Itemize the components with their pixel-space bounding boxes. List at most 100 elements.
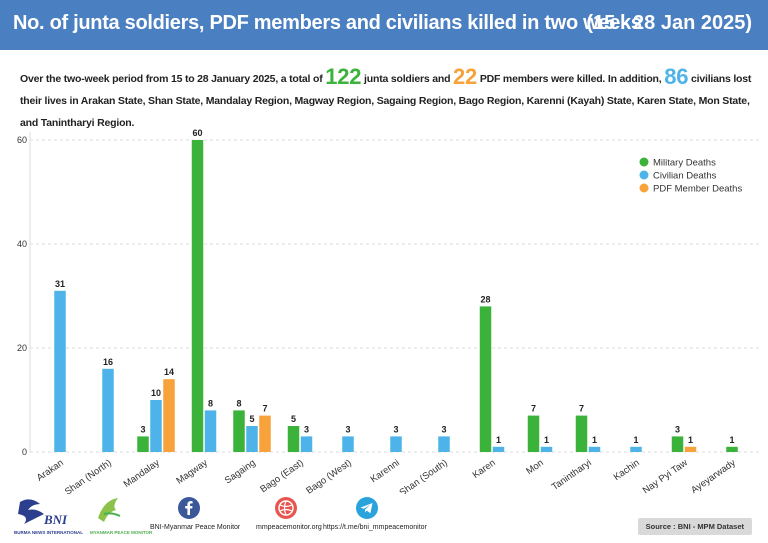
- legend-label: PDF Member Deaths: [653, 184, 742, 195]
- x-tick-label: Mandalay: [122, 457, 162, 490]
- data-label: 31: [55, 279, 65, 289]
- header-banner: No. of junta soldiers, PDF members and c…: [0, 0, 768, 50]
- x-tick-label: Tanintharyi: [550, 457, 594, 492]
- bar-civilian-deaths: [204, 410, 217, 452]
- x-tick-label: Ayeyarwady: [689, 457, 738, 494]
- pdf-total: 22: [453, 64, 478, 89]
- y-tick-label: 0: [22, 447, 27, 457]
- bar-military-deaths: [233, 410, 245, 452]
- bar-civilian-deaths: [438, 436, 450, 452]
- bar-military-deaths: [287, 426, 300, 452]
- website-label[interactable]: mmpeacemonitor.org: [256, 524, 322, 531]
- data-label: 3: [304, 424, 309, 434]
- y-tick-label: 20: [17, 343, 27, 353]
- x-tick-label: Arakan: [35, 457, 66, 483]
- facebook-label[interactable]: BNI-Myanmar Peace Monitor: [150, 524, 241, 531]
- data-label: 1: [592, 435, 597, 445]
- x-tick-label: Bago (West): [304, 457, 353, 494]
- data-label: 3: [441, 424, 446, 434]
- data-label: 8: [236, 398, 241, 408]
- data-label: 16: [103, 357, 113, 367]
- civilian-total: 86: [664, 64, 689, 89]
- bar-pdf-member-deaths: [259, 415, 271, 452]
- y-tick-label: 40: [17, 239, 27, 249]
- telegram-label[interactable]: https://t.me/bni_mmpeacemonitor: [323, 524, 427, 531]
- bni-logo-text: BNI: [43, 512, 68, 527]
- data-label: 7: [531, 404, 536, 414]
- summary-part3: PDF members were killed. In addition,: [479, 73, 662, 85]
- bar-civilian-deaths: [540, 446, 553, 452]
- bar-military-deaths: [191, 140, 204, 452]
- x-tick-label: Karenni: [369, 457, 402, 485]
- data-label: 7: [262, 404, 267, 414]
- date-range: (15 - 28 Jan 2025): [586, 12, 752, 34]
- data-label: 1: [729, 435, 734, 445]
- bar-military-deaths: [671, 436, 684, 452]
- bar-military-deaths: [479, 306, 492, 452]
- legend-marker: [639, 170, 649, 180]
- telegram-icon[interactable]: [355, 496, 379, 520]
- bar-civilian-deaths: [390, 436, 402, 452]
- bar-civilian-deaths: [150, 400, 162, 452]
- x-tick-label: Kachin: [612, 457, 642, 483]
- footer: BNI BURMA NEWS INTERNATIONAL MYANMAR PEA…: [10, 494, 570, 538]
- x-tick-label: Mon: [524, 457, 545, 477]
- data-label: 7: [579, 404, 584, 414]
- bar-pdf-member-deaths: [163, 379, 175, 452]
- data-label: 28: [480, 294, 490, 304]
- data-label: 10: [151, 388, 161, 398]
- x-tick-label: Bago (East): [258, 457, 305, 494]
- legend-marker: [639, 157, 649, 167]
- x-tick-label: Shan (North): [63, 457, 114, 494]
- mpm-subtitle: MYANMAR PEACE MONITOR: [90, 530, 153, 535]
- legend-label: Military Deaths: [653, 158, 716, 169]
- military-total: 122: [325, 64, 362, 89]
- bar-civilian-deaths: [300, 436, 313, 452]
- summary-part2: junta soldiers and: [364, 73, 451, 85]
- bar-civilian-deaths: [342, 436, 354, 452]
- data-label: 3: [393, 424, 398, 434]
- x-tick-label: Nay Pyi Taw: [641, 457, 690, 494]
- bar-civilian-deaths: [492, 446, 505, 452]
- data-label: 8: [208, 398, 213, 408]
- x-tick-label: Shan (South): [398, 457, 450, 494]
- x-tick-label: Karen: [471, 457, 498, 481]
- data-label: 1: [688, 435, 693, 445]
- data-label: 14: [164, 367, 174, 377]
- data-label: 1: [633, 435, 638, 445]
- bar-military-deaths: [726, 446, 738, 452]
- data-label: 5: [249, 414, 254, 424]
- bar-military-deaths: [527, 415, 540, 452]
- mpm-dove-icon: [98, 498, 121, 522]
- summary-part4: civilians lost their lives in Arakan Sta…: [20, 73, 752, 129]
- page-title: No. of junta soldiers, PDF members and c…: [13, 12, 642, 34]
- data-label: 1: [496, 435, 501, 445]
- bar-civilian-deaths: [102, 368, 114, 452]
- bar-pdf-member-deaths: [684, 446, 697, 452]
- data-label: 1: [544, 435, 549, 445]
- legend-label: Civilian Deaths: [653, 171, 717, 182]
- legend-marker: [639, 183, 649, 193]
- facebook-icon[interactable]: [177, 496, 201, 520]
- source-badge: Source : BNI - MPM Dataset: [637, 518, 752, 535]
- summary-text: Over the two-week period from 15 to 28 J…: [20, 66, 760, 134]
- bar-civilian-deaths: [246, 426, 258, 452]
- y-tick-label: 60: [17, 135, 27, 145]
- summary-part1: Over the two-week period from 15 to 28 J…: [20, 73, 323, 85]
- bni-subtitle: BURMA NEWS INTERNATIONAL: [14, 530, 83, 535]
- bar-civilian-deaths: [630, 446, 642, 452]
- data-label: 3: [675, 424, 680, 434]
- bar-military-deaths: [575, 415, 588, 452]
- data-label: 3: [345, 424, 350, 434]
- x-tick-label: Magway: [174, 457, 209, 486]
- data-label: 3: [140, 424, 145, 434]
- website-icon[interactable]: [274, 496, 298, 520]
- bar-civilian-deaths: [588, 446, 601, 452]
- bar-military-deaths: [137, 436, 149, 452]
- data-label: 5: [291, 414, 296, 424]
- bar-civilian-deaths: [54, 290, 66, 452]
- bni-logo: BNI: [18, 499, 68, 527]
- x-tick-label: Sagaing: [223, 457, 258, 486]
- data-label: 60: [192, 128, 202, 138]
